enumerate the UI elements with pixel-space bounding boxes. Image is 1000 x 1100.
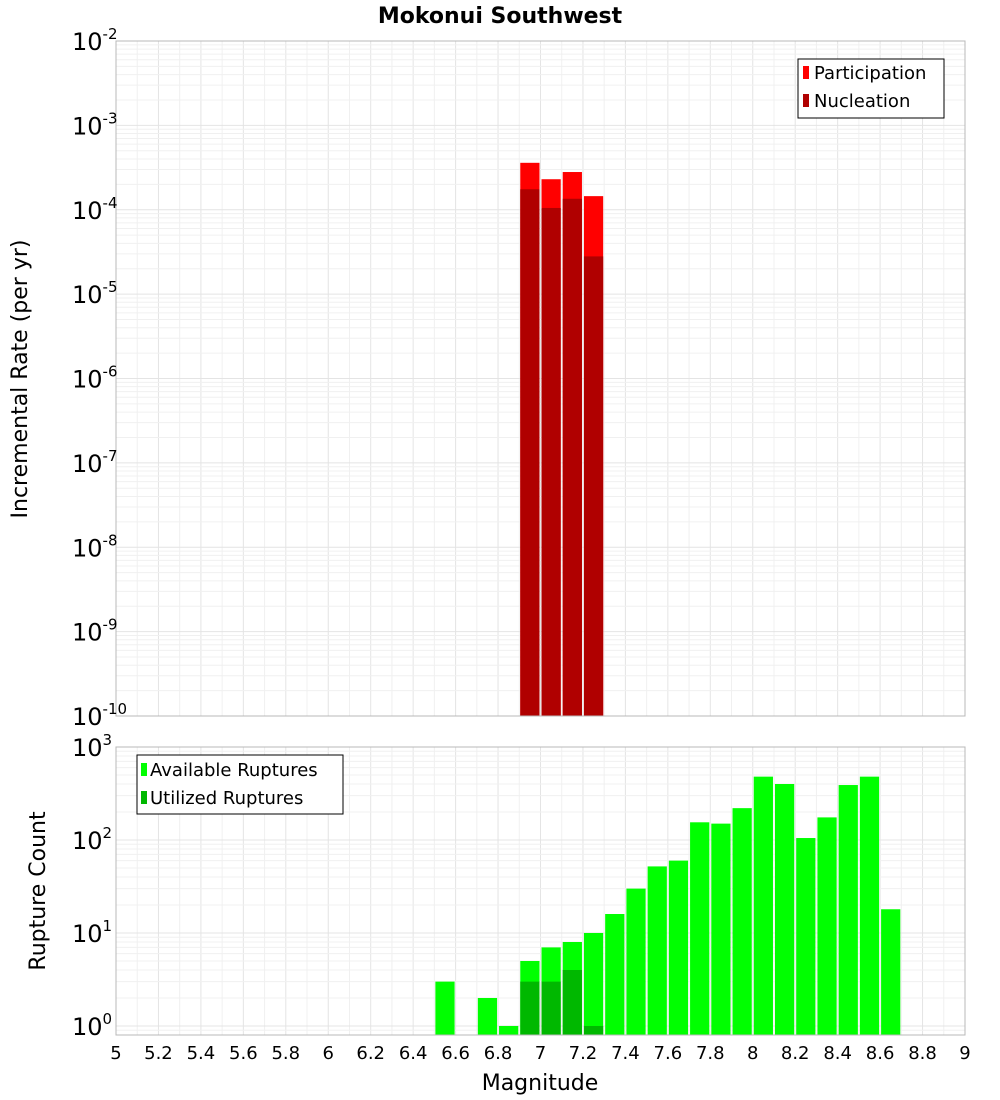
bar-available-ruptures [690, 822, 710, 1035]
x-tick-label: 5.6 [229, 1043, 258, 1064]
x-tick-label: 6.8 [484, 1043, 513, 1064]
bar-available-ruptures [817, 817, 837, 1035]
x-tick-label: 6 [323, 1043, 334, 1064]
x-tick-label: 8.6 [866, 1043, 895, 1064]
available-ruptures-legend-label: Available Ruptures [150, 760, 318, 781]
bar-available-ruptures [838, 785, 858, 1035]
bottom-y-axis-label: Rupture Count [26, 811, 51, 971]
bar-utilized-ruptures [583, 1025, 604, 1035]
bar-available-ruptures [859, 776, 880, 1035]
x-tick-label: 5.2 [144, 1043, 173, 1064]
participation-swatch [803, 66, 809, 79]
utilized-ruptures-swatch [141, 791, 147, 804]
y-tick-label: 100 [72, 1010, 112, 1041]
x-tick-label: 7.2 [569, 1043, 598, 1064]
y-tick-label: 10-9 [72, 616, 118, 647]
bar-utilized-ruptures [562, 969, 582, 1035]
bar-available-ruptures [732, 808, 752, 1035]
bar-utilized-ruptures [541, 981, 561, 1035]
x-tick-label: 7.4 [611, 1043, 640, 1064]
bar-nucleation [562, 198, 582, 717]
nucleation-legend-label: Nucleation [814, 91, 910, 112]
x-tick-label: 7 [535, 1043, 546, 1064]
top-plot-frame [115, 40, 966, 717]
available-ruptures-swatch [141, 763, 147, 776]
bar-available-ruptures [477, 997, 498, 1035]
bottom-legend-box [136, 754, 344, 815]
bar-available-ruptures [499, 1025, 519, 1035]
bar-available-ruptures [435, 981, 455, 1035]
x-tick-label: 8 [747, 1043, 758, 1064]
top-y-axis-label: Incremental Rate (per yr) [8, 240, 33, 519]
bottom-legend: Available Ruptures Utilized Ruptures [136, 754, 344, 815]
x-tick-label: 6.2 [356, 1043, 385, 1064]
y-tick-label: 103 [72, 731, 112, 762]
y-tick-label: 10-10 [72, 700, 127, 731]
x-tick-label: 6.4 [399, 1043, 428, 1064]
bar-available-ruptures [605, 914, 625, 1035]
x-tick-label: 5.4 [187, 1043, 216, 1064]
y-tick-label: 101 [72, 917, 112, 948]
x-tick-label: 5.8 [271, 1043, 300, 1064]
x-tick-labels: 5 5.2 5.4 5.6 5.8 6 6.2 6.4 6.6 6.8 7 7.2 7.4 7.6 7.8 8… [110, 1043, 970, 1064]
bar-available-ruptures [796, 838, 816, 1035]
bar-available-ruptures [583, 932, 604, 1035]
bottom-plot-frame [115, 746, 966, 1036]
top-bars [520, 162, 604, 717]
bottom-bars [435, 776, 901, 1035]
bottom-panel: 103 102 101 100 Rupture Count Available Rup… [26, 731, 971, 1096]
chart-title: Mokonui Southwest [378, 4, 623, 29]
nucleation-swatch [803, 94, 809, 107]
y-tick-label: 10-6 [72, 363, 118, 394]
utilized-ruptures-legend-label: Utilized Ruptures [150, 788, 303, 809]
top-panel: 10-2 10-3 10-4 10-5 10-6 10-7 10-8 10-9 10-10 In… [8, 25, 966, 731]
y-tick-label: 10-4 [72, 194, 118, 225]
y-tick-label: 10-2 [72, 25, 118, 56]
y-tick-label: 10-5 [72, 278, 118, 309]
bar-available-ruptures [711, 823, 731, 1035]
bar-available-ruptures [626, 888, 646, 1035]
bar-available-ruptures [647, 866, 667, 1035]
top-legend: Participation Nucleation [797, 58, 945, 119]
bar-available-ruptures [774, 784, 795, 1035]
x-tick-label: 7.8 [696, 1043, 725, 1064]
bar-nucleation [520, 189, 540, 717]
x-tick-label: 7.6 [654, 1043, 683, 1064]
x-tick-label: 5 [110, 1043, 121, 1064]
x-tick-label: 9 [959, 1043, 970, 1064]
y-tick-label: 10-7 [72, 447, 118, 478]
bar-utilized-ruptures [520, 981, 540, 1035]
bar-nucleation [541, 207, 561, 716]
bottom-y-tick-labels: 103 102 101 100 [72, 731, 112, 1041]
top-legend-box [797, 58, 945, 119]
top-grid [115, 41, 966, 717]
x-tick-label: 8.2 [781, 1043, 810, 1064]
x-tick-label: 6.6 [441, 1043, 470, 1064]
bar-nucleation [583, 256, 604, 716]
bar-available-ruptures [881, 909, 901, 1035]
bar-available-ruptures [753, 776, 773, 1035]
participation-legend-label: Participation [814, 63, 926, 84]
y-tick-label: 10-8 [72, 531, 118, 562]
y-tick-label: 102 [72, 824, 112, 855]
x-axis-label: Magnitude [482, 1071, 599, 1096]
x-tick-label: 8.8 [908, 1043, 937, 1064]
y-tick-label: 10-3 [72, 109, 118, 140]
x-tick-label: 8.4 [823, 1043, 852, 1064]
top-y-tick-labels: 10-2 10-3 10-4 10-5 10-6 10-7 10-8 10-9 10-10 [72, 25, 127, 731]
bar-available-ruptures [668, 860, 689, 1035]
